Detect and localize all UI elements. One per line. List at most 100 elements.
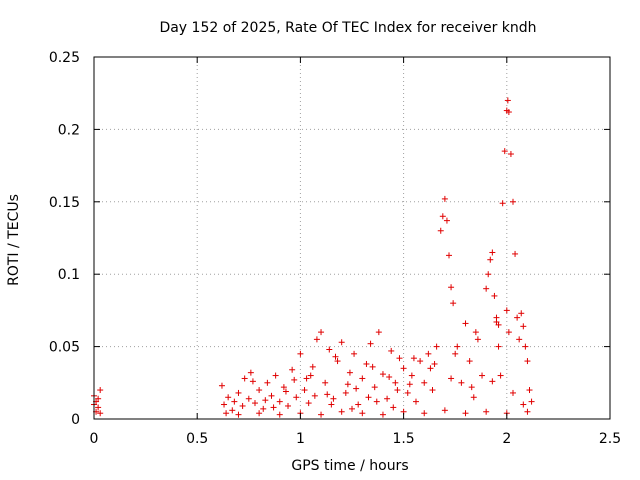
data-point: [466, 358, 473, 365]
data-point: [355, 401, 362, 408]
data-point: [468, 384, 475, 391]
data-point: [474, 336, 481, 343]
x-tick-labels: 0 0.5 1 1.5 2 2.5: [90, 431, 622, 447]
data-point: [342, 389, 349, 396]
data-point: [346, 369, 353, 376]
data-point: [412, 398, 419, 405]
data-point: [349, 405, 355, 412]
data-point: [332, 353, 339, 360]
data-point: [365, 394, 372, 401]
data-point: [491, 292, 498, 299]
data-point: [479, 372, 486, 379]
x-tick-label: 0.5: [186, 431, 208, 447]
data-point: [330, 395, 337, 402]
data-point: [446, 252, 453, 259]
x-tick-label: 2: [502, 431, 511, 447]
data-point: [441, 195, 448, 202]
data-point: [218, 382, 225, 389]
data-point: [297, 350, 304, 357]
data-point: [433, 343, 440, 350]
data-point: [235, 389, 242, 396]
data-point: [262, 397, 269, 404]
data-point: [251, 400, 258, 407]
data-point: [282, 388, 289, 395]
data-point: [441, 407, 448, 414]
data-point: [318, 329, 325, 336]
data-point: [276, 398, 283, 405]
x-tick-label: 1.5: [392, 431, 414, 447]
data-point: [516, 336, 523, 343]
data-point: [379, 371, 386, 378]
data-point: [512, 250, 519, 257]
data-point: [454, 343, 461, 350]
data-point: [507, 151, 514, 158]
data-point: [386, 374, 393, 381]
data-point: [293, 394, 300, 401]
data-point: [303, 375, 310, 382]
data-point: [503, 307, 510, 314]
data-point: [514, 314, 521, 321]
data-point: [245, 395, 252, 402]
y-tick-label: 0.05: [49, 340, 80, 356]
y-tick-label: 0.2: [58, 122, 80, 138]
data-point: [505, 329, 512, 336]
data-point: [505, 109, 512, 116]
data-point: [489, 249, 496, 256]
data-point: [394, 387, 401, 394]
data-point: [448, 375, 455, 382]
x-tick-label: 1: [296, 431, 305, 447]
data-point: [520, 401, 527, 408]
data-point: [338, 408, 345, 415]
data-point: [462, 320, 469, 327]
data-point: [276, 411, 283, 418]
data-point: [384, 395, 391, 402]
data-point: [225, 394, 232, 401]
data-point: [452, 350, 459, 357]
data-point: [427, 365, 434, 372]
data-point: [431, 360, 438, 367]
data-point: [504, 97, 511, 104]
data-point: [256, 387, 263, 394]
data-point: [509, 198, 516, 205]
data-point: [305, 400, 312, 407]
data-point: [439, 213, 446, 220]
data-point: [462, 410, 469, 417]
data-points: [91, 97, 535, 418]
chart-title: Day 152 of 2025, Rate Of TEC Index for r…: [159, 20, 536, 36]
data-point: [483, 285, 490, 292]
data-point: [221, 401, 228, 408]
data-point: [379, 411, 386, 418]
data-point: [280, 384, 287, 391]
data-point: [359, 375, 366, 382]
data-point: [270, 404, 277, 411]
data-point: [229, 407, 236, 414]
data-point: [322, 379, 329, 386]
data-point: [487, 256, 494, 263]
data-point: [421, 410, 428, 417]
data-point: [97, 410, 104, 417]
data-point: [493, 314, 500, 321]
data-point: [95, 404, 102, 411]
data-point: [425, 350, 432, 357]
data-point: [458, 379, 465, 386]
data-point: [421, 379, 428, 386]
data-point: [241, 375, 248, 382]
data-point: [406, 381, 413, 388]
plot-frame: [93, 56, 611, 420]
data-point: [247, 369, 254, 376]
data-point: [326, 346, 333, 353]
data-point: [223, 410, 230, 417]
data-point: [324, 391, 331, 398]
data-point: [285, 402, 292, 409]
data-point: [260, 405, 267, 412]
data-point: [353, 385, 360, 392]
data-point: [495, 343, 502, 350]
data-point: [289, 366, 296, 373]
data-point: [328, 401, 335, 408]
data-point: [318, 411, 325, 418]
grid-lines: [94, 57, 610, 419]
data-point: [470, 394, 477, 401]
data-point: [307, 372, 314, 379]
data-point: [518, 310, 525, 317]
